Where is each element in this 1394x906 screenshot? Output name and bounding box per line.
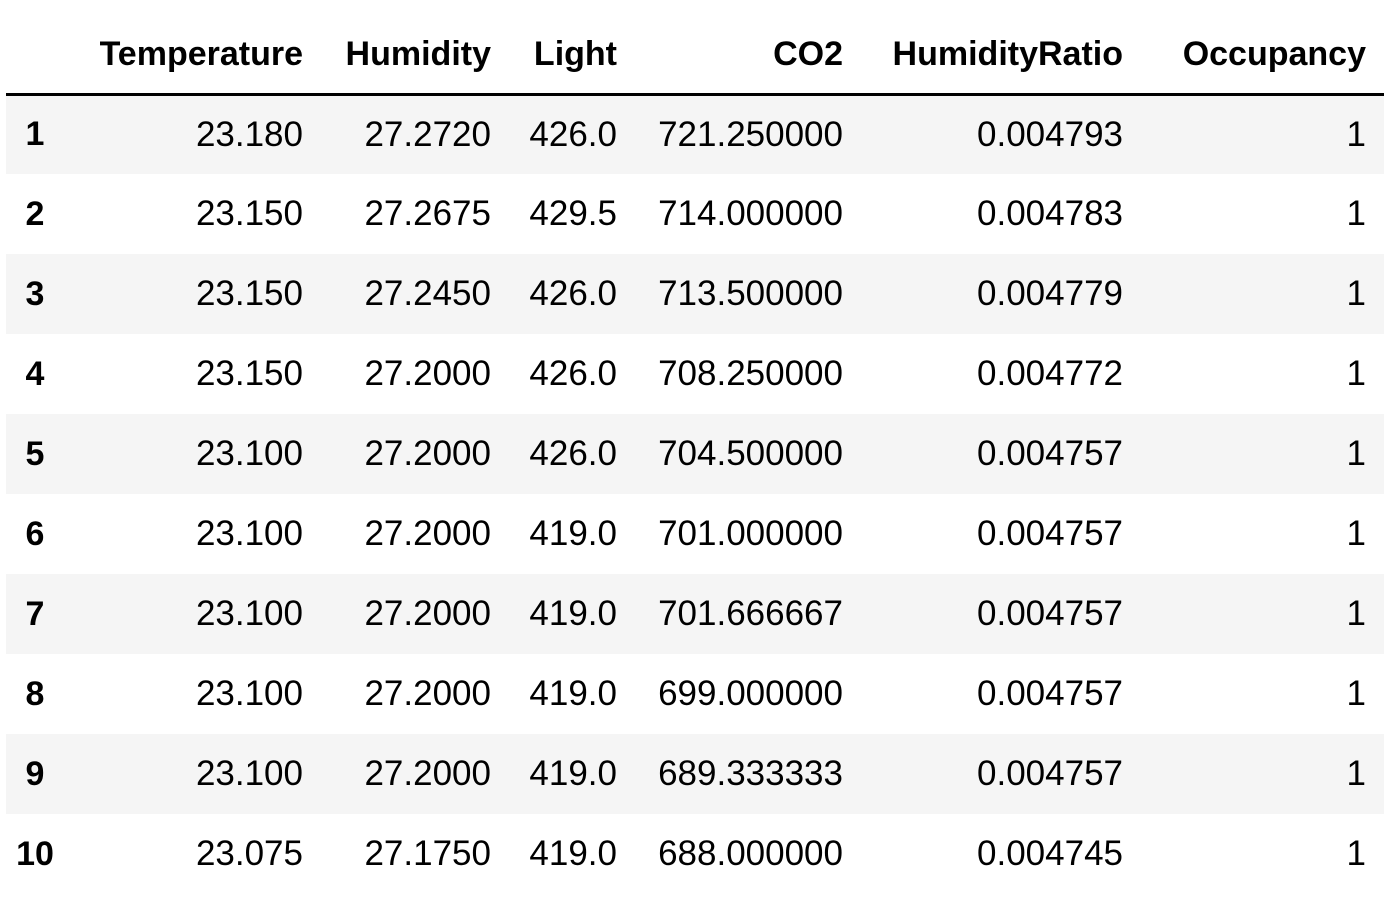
cell-humidity: 27.2720 <box>364 114 491 154</box>
cell-occupancy: 1 <box>1346 114 1366 154</box>
column-header-temperature: Temperature <box>86 16 321 96</box>
table-row: 3 23.150 27.2450 426.0 713.500000 0.004779 1 <box>6 254 1384 334</box>
cell-occupancy: 1 <box>1346 594 1366 633</box>
row-index: 7 <box>25 594 45 633</box>
cell-occupancy: 1 <box>1346 274 1366 313</box>
cell-occupancy: 1 <box>1346 674 1366 713</box>
cell-humidity-ratio: 0.004772 <box>977 354 1123 393</box>
cell-humidity-ratio: 0.004745 <box>977 834 1123 873</box>
cell-co2: 721.250000 <box>658 114 843 154</box>
header-row: Temperature Humidity Light CO2 HumidityR… <box>6 16 1384 96</box>
row-index: 8 <box>25 674 45 713</box>
cell-light: 426.0 <box>529 354 617 393</box>
cell-humidity-ratio: 0.004757 <box>977 754 1123 793</box>
cell-co2: 713.500000 <box>658 274 843 313</box>
cell-co2: 708.250000 <box>658 354 843 393</box>
column-header-humidity-ratio: HumidityRatio <box>861 16 1141 96</box>
cell-occupancy: 1 <box>1346 194 1366 233</box>
cell-humidity-ratio: 0.004779 <box>977 274 1123 313</box>
cell-humidity: 27.2000 <box>364 514 491 553</box>
cell-humidity-ratio: 0.004783 <box>977 194 1123 233</box>
cell-co2: 699.000000 <box>658 674 843 713</box>
cell-temperature: 23.075 <box>195 834 303 873</box>
table-row: 6 23.100 27.2000 419.0 701.000000 0.004757 1 <box>6 494 1384 574</box>
cell-occupancy: 1 <box>1346 514 1366 553</box>
cell-occupancy: 1 <box>1346 354 1366 393</box>
column-header-occupancy: Occupancy <box>1141 16 1384 96</box>
row-index: 3 <box>25 274 45 313</box>
table-row: 5 23.100 27.2000 426.0 704.500000 0.004757 1 <box>6 414 1384 494</box>
column-header-light: Light <box>509 16 635 96</box>
cell-occupancy: 1 <box>1346 754 1366 793</box>
cell-temperature: 23.100 <box>195 514 303 553</box>
cell-humidity: 27.2000 <box>364 594 491 633</box>
cell-temperature: 23.100 <box>195 434 303 473</box>
cell-co2: 688.000000 <box>658 834 843 873</box>
cell-humidity-ratio: 0.004757 <box>977 514 1123 553</box>
cell-humidity-ratio: 0.004757 <box>977 594 1123 633</box>
row-index: 10 <box>16 834 54 873</box>
table-row: 7 23.100 27.2000 419.0 701.666667 0.004757 1 <box>6 574 1384 654</box>
table-row: 2 23.150 27.2675 429.5 714.000000 0.004783 1 <box>6 174 1384 254</box>
cell-co2: 701.666667 <box>658 594 843 633</box>
cell-occupancy: 1 <box>1346 834 1366 873</box>
cell-light: 419.0 <box>529 594 617 633</box>
cell-temperature: 23.150 <box>195 194 303 233</box>
cell-temperature: 23.150 <box>195 274 303 313</box>
cell-humidity-ratio: 0.004757 <box>977 674 1123 713</box>
cell-humidity-ratio: 0.004757 <box>977 434 1123 473</box>
cell-light: 419.0 <box>529 834 617 873</box>
cell-humidity: 27.2000 <box>364 434 491 473</box>
cell-light: 419.0 <box>529 514 617 553</box>
cell-co2: 701.000000 <box>658 514 843 553</box>
table-row: 8 23.100 27.2000 419.0 699.000000 0.004757 1 <box>6 654 1384 734</box>
cell-occupancy: 1 <box>1346 434 1366 473</box>
table-row: 1 23.180 27.2720 426.0 721.250000 0.004793 1 <box>6 94 1384 174</box>
cell-temperature: 23.100 <box>195 594 303 633</box>
cell-temperature: 23.150 <box>195 354 303 393</box>
cell-humidity: 27.2450 <box>364 274 491 313</box>
column-header-co2: CO2 <box>635 16 861 96</box>
dataframe-table: Temperature Humidity Light CO2 HumidityR… <box>6 16 1384 894</box>
table-row: 4 23.150 27.2000 426.0 708.250000 0.004772 1 <box>6 334 1384 414</box>
index-header <box>6 16 86 96</box>
cell-humidity-ratio: 0.004793 <box>977 114 1123 154</box>
row-index: 9 <box>25 754 45 793</box>
table-row: 10 23.075 27.1750 419.0 688.000000 0.004745 1 <box>6 814 1384 894</box>
table-row: 9 23.100 27.2000 419.0 689.333333 0.004757 1 <box>6 734 1384 814</box>
cell-co2: 704.500000 <box>658 434 843 473</box>
cell-light: 419.0 <box>529 754 617 793</box>
cell-light: 426.0 <box>529 434 617 473</box>
row-index: 1 <box>25 115 45 154</box>
cell-light: 426.0 <box>529 274 617 313</box>
cell-temperature: 23.180 <box>195 114 303 154</box>
cell-light: 426.0 <box>529 114 617 154</box>
cell-humidity: 27.2000 <box>364 754 491 793</box>
cell-temperature: 23.100 <box>195 754 303 793</box>
cell-co2: 714.000000 <box>658 194 843 233</box>
cell-humidity: 27.2675 <box>364 194 491 233</box>
cell-humidity: 27.2000 <box>364 354 491 393</box>
row-index: 2 <box>25 194 45 233</box>
row-index: 5 <box>25 434 45 473</box>
cell-co2: 689.333333 <box>658 754 843 793</box>
table-body: 1 23.180 27.2720 426.0 721.250000 0.004793 1 2 2… <box>6 94 1384 894</box>
cell-light: 429.5 <box>529 194 617 233</box>
cell-humidity: 27.2000 <box>364 674 491 713</box>
cell-light: 419.0 <box>529 674 617 713</box>
cell-humidity: 27.1750 <box>364 834 491 873</box>
column-header-humidity: Humidity <box>321 16 509 96</box>
row-index: 4 <box>25 354 45 393</box>
cell-temperature: 23.100 <box>195 674 303 713</box>
row-index: 6 <box>25 514 45 553</box>
